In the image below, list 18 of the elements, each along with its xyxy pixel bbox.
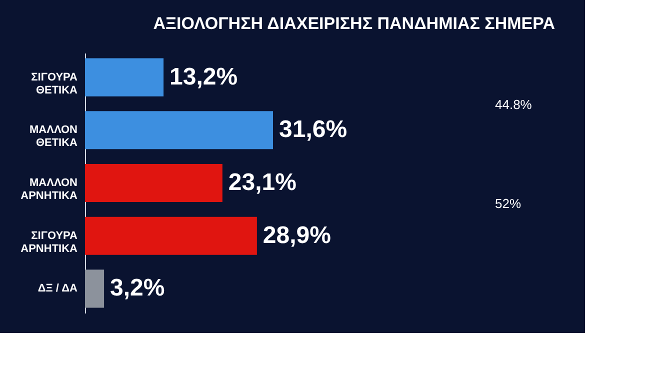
bar xyxy=(85,111,273,150)
text: ΑΞΙΟΛΟΓΗΣΗ ΔΙΑΧΕΙΡΙΣΗΣ ΠΑΝΔΗΜΙΑΣ ΣΗΜΕΡΑ xyxy=(153,14,555,33)
data-label: 23,1% xyxy=(228,169,296,196)
y-tick-label: ΜΑΛΛΟΝ ΘΕΤΙΚΑ xyxy=(30,124,78,150)
bar xyxy=(85,164,222,202)
text: 52% xyxy=(495,196,522,211)
data-label: 3,2% xyxy=(110,274,165,302)
bar xyxy=(85,270,104,308)
text: 44.8% xyxy=(495,97,532,112)
data-label: 13,2% xyxy=(170,63,238,90)
y-tick-label: ΔΞ / ΔΑ xyxy=(38,282,78,295)
y-tick-label: ΣΙΓΟΥΡΑ ΑΡΝΗΤΙΚΑ xyxy=(20,230,78,255)
y-tick-label: ΜΑΛΛΟΝ ΑΡΝΗΤΙΚΑ xyxy=(20,177,78,202)
data-label: 31,6% xyxy=(279,116,348,144)
bar xyxy=(85,58,164,96)
data-label: 28,9% xyxy=(262,222,331,249)
bar xyxy=(85,216,257,255)
y-tick-label: ΣΙΓΟΥΡΑ ΘΕΤΙΚΑ xyxy=(31,71,78,96)
